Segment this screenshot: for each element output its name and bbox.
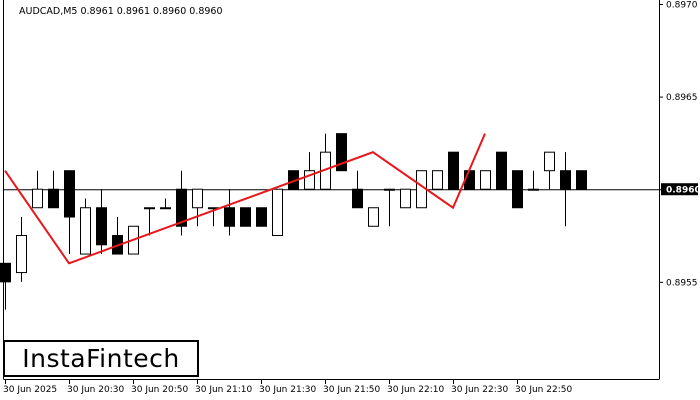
candle-body-bear bbox=[0, 262, 11, 283]
candle bbox=[80, 198, 91, 255]
x-tick-label: 30 Jun 22:10 bbox=[387, 385, 444, 395]
candle bbox=[256, 207, 267, 227]
candle bbox=[400, 188, 411, 209]
y-axis: 0.8970 0.8965 0.8955 bbox=[659, 1, 698, 288]
current-price-tag: 0.8960 bbox=[661, 183, 700, 196]
y-tick-label: 0.8970 bbox=[666, 1, 698, 11]
current-price-label: 0.8960 bbox=[666, 186, 700, 196]
pattern-line bbox=[4, 133, 486, 265]
candle bbox=[48, 170, 59, 209]
candle bbox=[512, 170, 523, 209]
candle-body-bull bbox=[80, 207, 91, 255]
candle bbox=[528, 170, 539, 191]
candle-body-bull bbox=[192, 188, 203, 209]
x-tick-label: 30 Jun 20:30 bbox=[67, 385, 124, 395]
instafintech-logo: InstaFintech bbox=[3, 340, 199, 377]
candle-body-bear bbox=[336, 133, 347, 172]
candle-body-bear bbox=[256, 207, 267, 227]
candle-body-bull bbox=[160, 207, 171, 210]
candle bbox=[384, 188, 395, 227]
candle-body-bear bbox=[496, 151, 507, 190]
candle-body-bull bbox=[304, 170, 315, 190]
candle bbox=[272, 188, 283, 237]
x-tick-label: 30 Jun 21:10 bbox=[195, 385, 252, 395]
candle-body-bear bbox=[448, 151, 459, 190]
current-price-tag-box bbox=[661, 183, 698, 196]
x-tick-label: 30 Jun 2025 bbox=[3, 385, 57, 395]
y-tick-label: 0.8965 bbox=[666, 93, 698, 103]
candle-body-bear bbox=[96, 207, 107, 246]
candle-body-bear bbox=[576, 170, 587, 190]
candle-body-bull bbox=[400, 188, 411, 209]
candle bbox=[480, 170, 491, 190]
candle bbox=[160, 198, 171, 210]
candle bbox=[368, 207, 379, 227]
candle-body-bear bbox=[64, 170, 75, 218]
x-tick-label: 30 Jun 20:50 bbox=[131, 385, 188, 395]
candle bbox=[496, 151, 507, 190]
logo-text: InstaFintech bbox=[22, 344, 180, 373]
candle bbox=[0, 262, 11, 310]
candle bbox=[240, 207, 251, 227]
candle-body-bull bbox=[32, 188, 43, 209]
candle-body-bear bbox=[240, 207, 251, 227]
candle-body-bull bbox=[144, 207, 155, 210]
candle-body-bear bbox=[48, 188, 59, 209]
candle bbox=[96, 189, 107, 255]
y-tick-label: 0.8955 bbox=[666, 278, 698, 288]
candle-body-bull bbox=[544, 151, 555, 172]
candle bbox=[112, 217, 123, 255]
candle bbox=[448, 151, 459, 190]
candle-body-bull bbox=[272, 188, 283, 237]
x-axis: 30 Jun 2025 30 Jun 20:30 30 Jun 20:50 30 Ju… bbox=[3, 379, 572, 395]
candle bbox=[544, 151, 555, 190]
candle-body-bear bbox=[560, 170, 571, 190]
x-tick-label: 30 Jun 22:30 bbox=[451, 385, 508, 395]
candle-body-bear bbox=[176, 188, 187, 227]
pattern-overlay bbox=[4, 133, 486, 265]
candle-body-bear bbox=[512, 170, 523, 209]
candle bbox=[432, 170, 443, 190]
candles bbox=[0, 133, 587, 310]
candle bbox=[176, 170, 187, 236]
candle bbox=[64, 170, 75, 255]
candle-body-bear bbox=[224, 207, 235, 227]
candle bbox=[224, 189, 235, 236]
candle bbox=[32, 170, 43, 209]
candle-body-bull bbox=[16, 235, 27, 274]
candle-body-bear bbox=[352, 188, 363, 209]
candle-body-bull bbox=[368, 207, 379, 227]
candle-body-bull bbox=[528, 188, 539, 191]
candle bbox=[192, 188, 203, 227]
candle-body-bull bbox=[432, 170, 443, 190]
candle bbox=[352, 170, 363, 209]
candle bbox=[144, 207, 155, 236]
candle bbox=[16, 217, 27, 282]
candle bbox=[320, 133, 331, 190]
candle bbox=[560, 152, 571, 227]
x-tick-label: 30 Jun 21:50 bbox=[323, 385, 380, 395]
candle-body-bull bbox=[384, 188, 395, 191]
x-tick-label: 30 Jun 21:30 bbox=[259, 385, 316, 395]
symbol-info: AUDCAD,M5 0.8961 0.8961 0.8960 0.8960 bbox=[19, 6, 223, 17]
candle bbox=[576, 170, 587, 190]
candle-body-bull bbox=[480, 170, 491, 190]
x-tick-label: 30 Jun 22:50 bbox=[515, 385, 572, 395]
candle bbox=[304, 152, 315, 190]
